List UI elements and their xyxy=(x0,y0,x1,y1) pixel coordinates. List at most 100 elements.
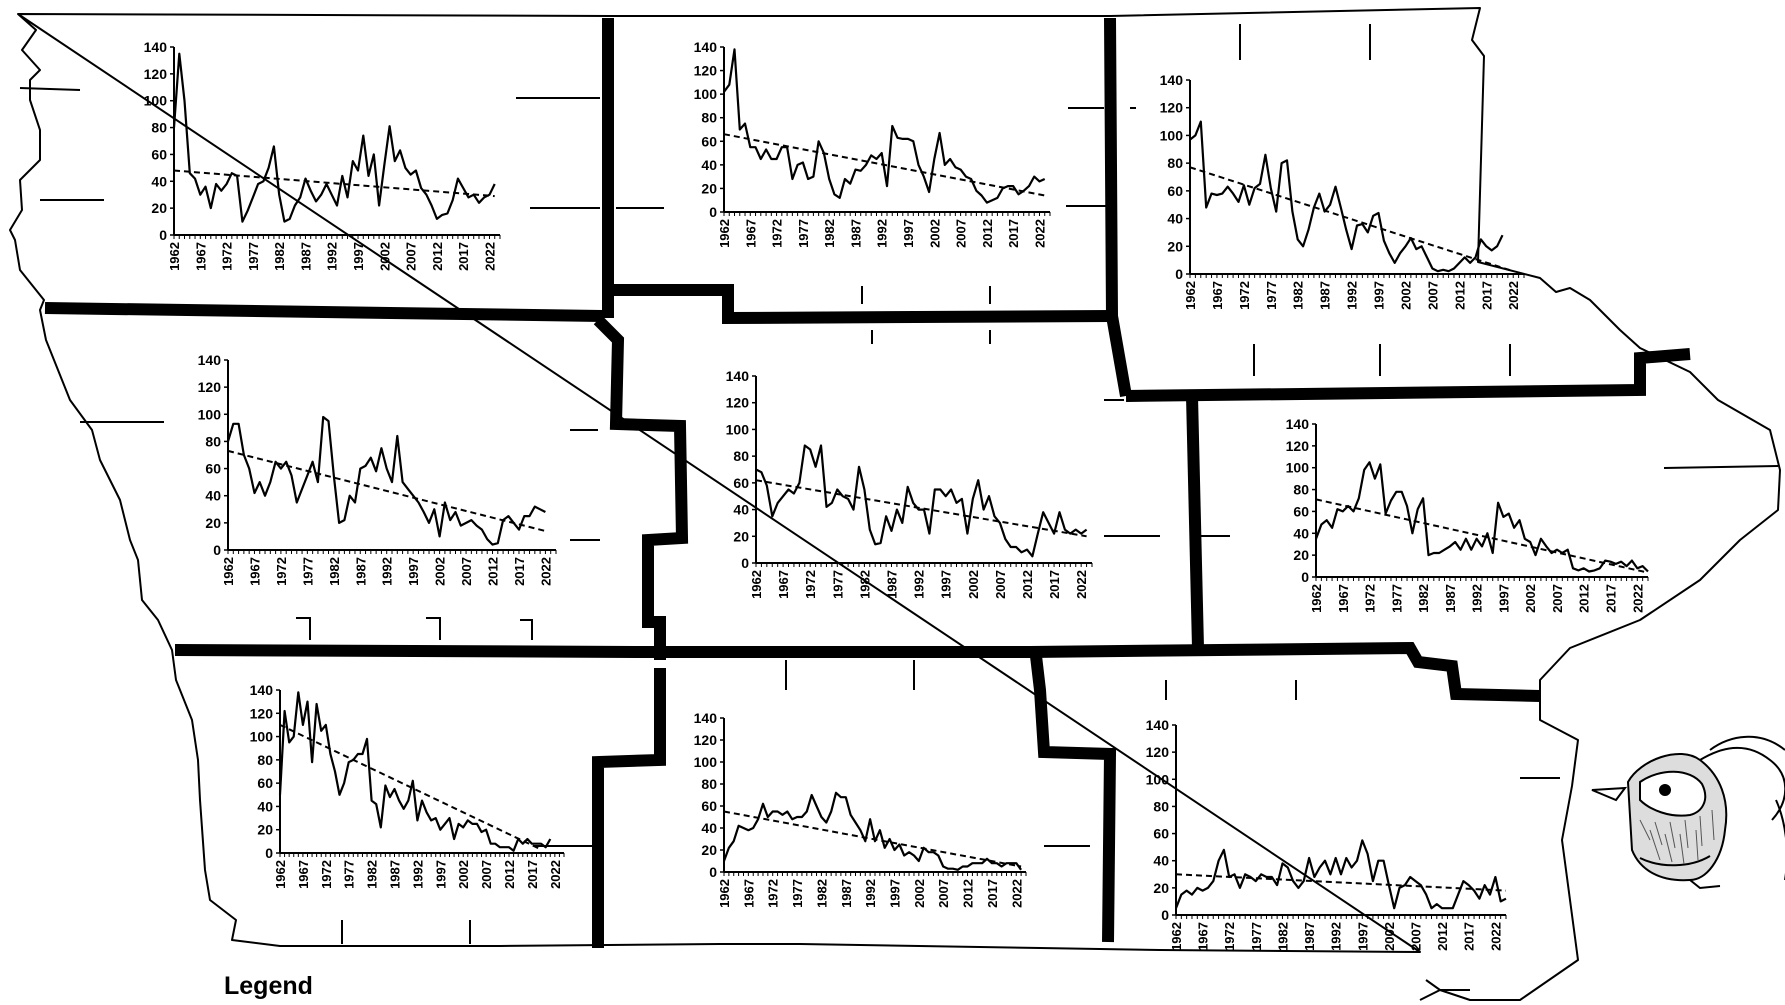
trend-chart-northwest: 0 20 40 60 80 100 120 140 1962 1967 1972 1977 1982 19… xyxy=(144,39,501,271)
x-tick-label: 2007 xyxy=(1409,922,1424,951)
x-tick-label: 1987 xyxy=(839,879,854,908)
count-line xyxy=(722,791,1022,871)
count-line xyxy=(723,48,1046,204)
y-tick-label: 0 xyxy=(1301,569,1309,585)
y-tick-label: 40 xyxy=(1293,525,1309,541)
trend-chart-south-central: 0 20 40 60 80 100 120 140 1962 1967 1972 1977 1982 19… xyxy=(694,710,1027,908)
x-tick-label: 1972 xyxy=(220,242,235,271)
x-tick-label: 2002 xyxy=(1382,922,1397,951)
x-tick-label: 2007 xyxy=(479,860,494,889)
x-tick-label: 1987 xyxy=(1318,281,1333,310)
x-tick-label: 1962 xyxy=(167,242,182,271)
y-tick-label: 120 xyxy=(144,66,168,82)
trend-chart-west-central: 0 20 40 60 80 100 120 140 1962 1967 1972 1977 1982 19… xyxy=(198,352,557,586)
x-tick-label: 1967 xyxy=(1336,584,1351,613)
x-tick-label: 1977 xyxy=(300,557,315,586)
y-tick-label: 120 xyxy=(1160,100,1184,116)
y-tick-label: 0 xyxy=(709,204,717,220)
pheasant-head-icon xyxy=(1591,735,1785,890)
x-tick-label: 2022 xyxy=(538,557,553,586)
y-tick-label: 80 xyxy=(205,433,221,449)
x-tick-label: 1997 xyxy=(1355,922,1370,951)
x-tick-label: 1992 xyxy=(912,570,927,599)
trend-line xyxy=(1315,498,1649,574)
x-tick-label: 2022 xyxy=(1032,219,1047,248)
x-tick-label: 1997 xyxy=(887,879,902,908)
x-tick-label: 2012 xyxy=(1452,281,1467,310)
trend-chart-east-central: 0 20 40 60 80 100 120 140 1962 1967 1972 1977 1982 19… xyxy=(1286,416,1649,613)
y-tick-label: 60 xyxy=(205,461,221,477)
y-tick-label: 60 xyxy=(1293,503,1309,519)
x-tick-label: 2017 xyxy=(1604,584,1619,613)
y-tick-label: 40 xyxy=(205,488,221,504)
x-tick-label: 1997 xyxy=(406,557,421,586)
trend-line xyxy=(279,723,542,851)
x-tick-label: 1997 xyxy=(901,219,916,248)
count-line xyxy=(172,52,496,223)
x-tick-label: 1962 xyxy=(221,557,236,586)
y-tick-label: 140 xyxy=(726,368,750,384)
y-tick-label: 100 xyxy=(694,86,718,102)
x-tick-label: 1977 xyxy=(1264,281,1279,310)
x-tick-label: 2012 xyxy=(961,879,976,908)
trend-chart-central: 0 20 40 60 80 100 120 140 1962 1967 1972 1977 1982 19… xyxy=(726,368,1093,599)
y-tick-label: 140 xyxy=(1286,416,1310,432)
x-tick-label: 2007 xyxy=(459,557,474,586)
x-tick-label: 2017 xyxy=(1047,570,1062,599)
x-tick-label: 1962 xyxy=(1183,281,1198,310)
x-tick-label: 1967 xyxy=(1196,922,1211,951)
y-tick-label: 0 xyxy=(265,845,273,861)
y-tick-label: 0 xyxy=(1161,907,1169,923)
y-tick-label: 0 xyxy=(709,864,717,880)
x-tick-label: 2002 xyxy=(927,219,942,248)
x-tick-label: 2022 xyxy=(1009,879,1024,908)
trend-chart-northeast: 0 20 40 60 80 100 120 140 1962 1967 1972 1977 1982 19… xyxy=(1160,72,1525,310)
x-tick-label: 2012 xyxy=(430,242,445,271)
y-tick-label: 140 xyxy=(1146,717,1170,733)
count-line xyxy=(278,691,552,852)
x-tick-label: 1972 xyxy=(274,557,289,586)
y-tick-label: 140 xyxy=(694,710,718,726)
x-tick-label: 2007 xyxy=(1550,584,1565,613)
x-tick-label: 2007 xyxy=(936,879,951,908)
x-tick-label: 1997 xyxy=(939,570,954,599)
y-tick-label: 120 xyxy=(694,63,718,79)
x-tick-label: 1982 xyxy=(1416,584,1431,613)
x-tick-label: 1962 xyxy=(1169,922,1184,951)
y-tick-label: 40 xyxy=(257,798,273,814)
x-tick-label: 1987 xyxy=(848,219,863,248)
y-tick-label: 40 xyxy=(733,502,749,518)
y-tick-label: 0 xyxy=(741,555,749,571)
x-tick-label: 1982 xyxy=(327,557,342,586)
x-tick-label: 1972 xyxy=(803,570,818,599)
y-tick-label: 40 xyxy=(1167,211,1183,227)
x-tick-label: 1992 xyxy=(325,242,340,271)
y-tick-label: 100 xyxy=(1146,771,1170,787)
x-tick-label: 1992 xyxy=(1329,922,1344,951)
y-tick-label: 100 xyxy=(250,729,274,745)
y-tick-label: 60 xyxy=(1153,826,1169,842)
x-tick-label: 1987 xyxy=(353,557,368,586)
y-tick-label: 20 xyxy=(701,180,717,196)
x-tick-label: 1997 xyxy=(433,860,448,889)
x-tick-label: 1997 xyxy=(351,242,366,271)
x-tick-label: 1992 xyxy=(410,860,425,889)
y-tick-label: 100 xyxy=(1160,127,1184,143)
y-tick-label: 0 xyxy=(213,542,221,558)
x-tick-label: 1992 xyxy=(875,219,890,248)
x-tick-label: 2007 xyxy=(1425,281,1440,310)
y-tick-label: 60 xyxy=(733,475,749,491)
region-boundaries xyxy=(44,17,1691,948)
x-tick-label: 1962 xyxy=(717,879,732,908)
y-tick-label: 80 xyxy=(733,448,749,464)
x-tick-label: 2002 xyxy=(433,557,448,586)
x-tick-label: 2007 xyxy=(993,570,1008,599)
x-tick-label: 1992 xyxy=(1345,281,1360,310)
x-tick-label: 1962 xyxy=(717,219,732,248)
x-tick-label: 1962 xyxy=(749,570,764,599)
y-tick-label: 20 xyxy=(257,822,273,838)
x-tick-label: 2002 xyxy=(377,242,392,271)
y-tick-label: 80 xyxy=(701,776,717,792)
y-tick-label: 80 xyxy=(701,110,717,126)
